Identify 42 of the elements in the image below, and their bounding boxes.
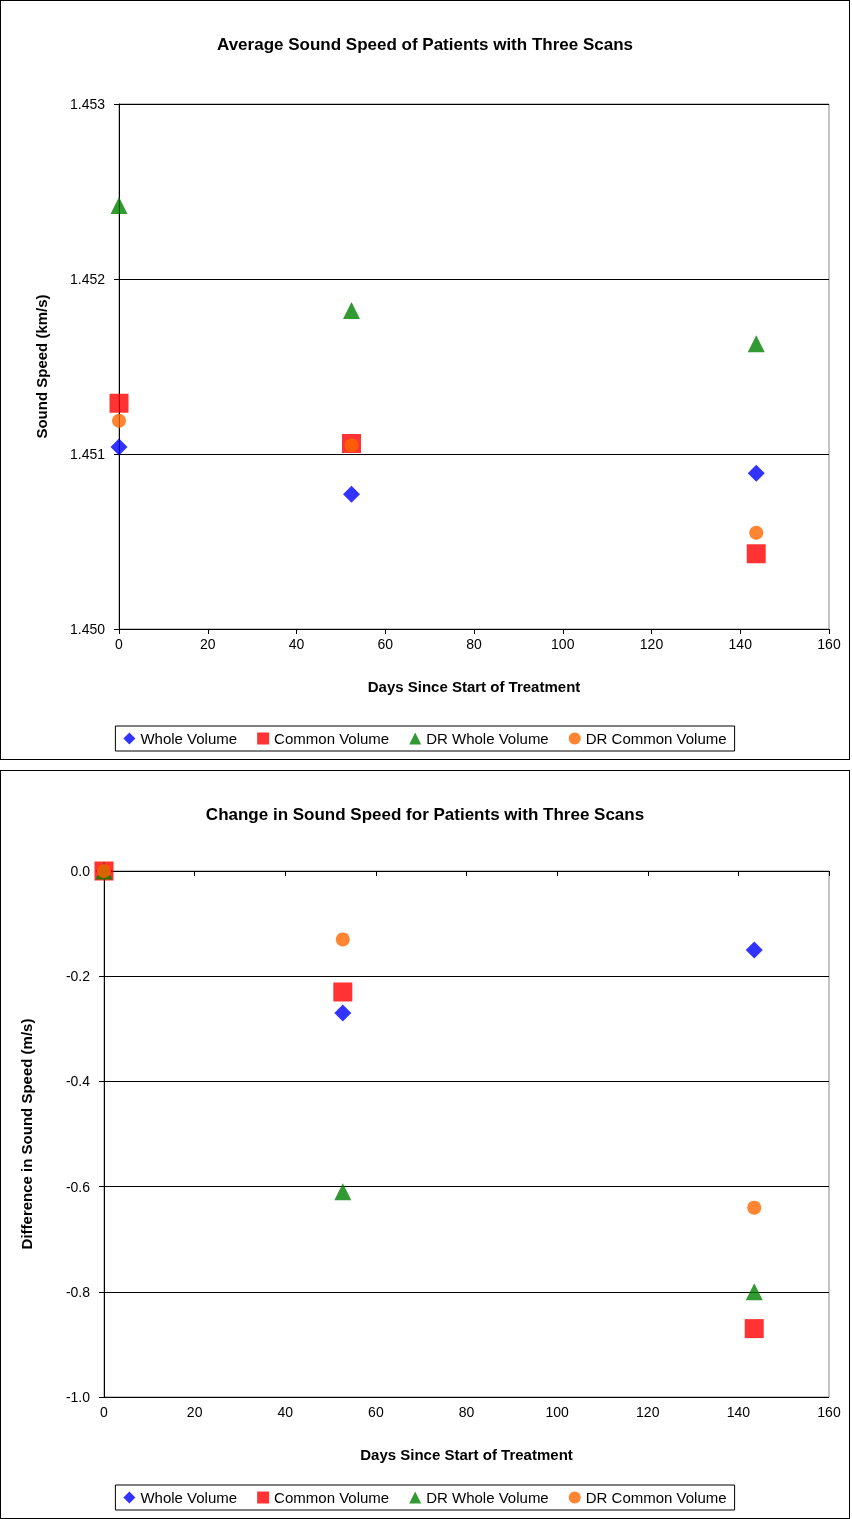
y-tick-label: 1.451: [69, 446, 106, 462]
y-tick-label: 1.450: [69, 621, 106, 637]
x-tick-label: 0: [100, 1404, 109, 1420]
x-tick-label: 100: [551, 636, 575, 652]
y-axis-title: Difference in Sound Speed (m/s): [18, 1018, 35, 1250]
legend-label: Whole Volume: [140, 730, 238, 747]
x-tick-label: 120: [636, 1404, 660, 1420]
legend-label: Common Volume: [274, 1489, 390, 1506]
legend-label: DR Whole Volume: [426, 1489, 549, 1506]
y-tick-label: 1.452: [69, 271, 106, 287]
y-tick-label: -0.8: [65, 1283, 91, 1300]
x-tick-label: 80: [458, 1404, 475, 1420]
x-tick-label: 100: [545, 1404, 570, 1420]
y-tick-label: -0.6: [65, 1178, 91, 1195]
x-tick-label: 120: [639, 636, 664, 652]
x-tick-label: 60: [368, 1404, 384, 1420]
x-tick-label: 80: [466, 636, 482, 652]
legend-label: DR Common Volume: [585, 730, 727, 747]
legend-label: DR Whole Volume: [426, 730, 549, 747]
x-tick-label: 140: [728, 636, 753, 652]
legend-label: Whole Volume: [140, 1489, 238, 1506]
x-tick-label: 140: [726, 1404, 751, 1420]
y-tick-label: 0.0: [70, 863, 91, 879]
y-tick-label: 1.453: [69, 96, 106, 112]
x-tick-label: 160: [817, 636, 841, 652]
y-tick-label: -1.0: [65, 1389, 91, 1405]
chart-title: Change in Sound Speed for Patients with Three Scans: [205, 805, 645, 824]
y-tick-label: -0.2: [65, 968, 91, 985]
legend-label: Common Volume: [274, 730, 390, 747]
x-tick-label: 0: [115, 636, 124, 652]
x-axis-title: Days Since Start of Treatment: [367, 678, 581, 695]
x-tick-label: 60: [377, 636, 394, 652]
x-tick-label: 160: [817, 1404, 841, 1420]
x-tick-label: 20: [186, 1404, 203, 1420]
x-tick-label: 40: [288, 636, 305, 652]
x-tick-label: 20: [199, 636, 216, 652]
x-tick-label: 40: [277, 1404, 294, 1420]
x-axis-title: Days Since Start of Treatment: [360, 1446, 573, 1463]
y-axis-title: Sound Speed (km/s): [33, 294, 50, 439]
chart-title: Average Sound Speed of Patients with Three Scans: [217, 35, 633, 54]
legend-label: DR Common Volume: [585, 1489, 727, 1506]
y-tick-label: -0.4: [65, 1073, 91, 1090]
